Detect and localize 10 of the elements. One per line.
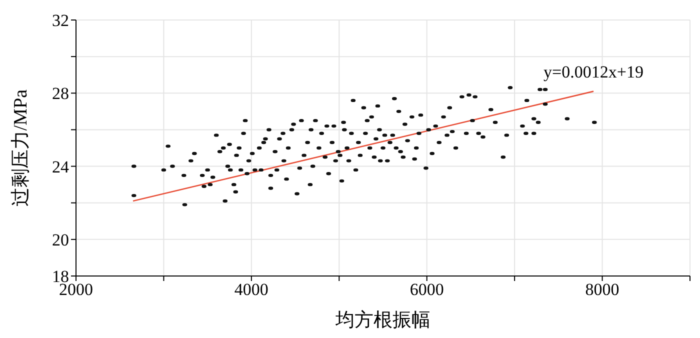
y-tick-label: 28 bbox=[52, 84, 69, 104]
y-axis-title: 过剩压力/MPa bbox=[10, 88, 32, 207]
x-tick-label: 6000 bbox=[410, 280, 444, 300]
annotation: y=0.0012x+19 bbox=[544, 62, 644, 82]
x-axis-title: 均方根振幅 bbox=[334, 309, 430, 331]
y-tick-label: 20 bbox=[52, 230, 69, 250]
x-tick-label: 4000 bbox=[234, 280, 268, 300]
y-tick-label: 32 bbox=[52, 11, 69, 30]
x-tick-label: 8000 bbox=[585, 280, 620, 300]
y-tick-label: 24 bbox=[52, 157, 70, 176]
